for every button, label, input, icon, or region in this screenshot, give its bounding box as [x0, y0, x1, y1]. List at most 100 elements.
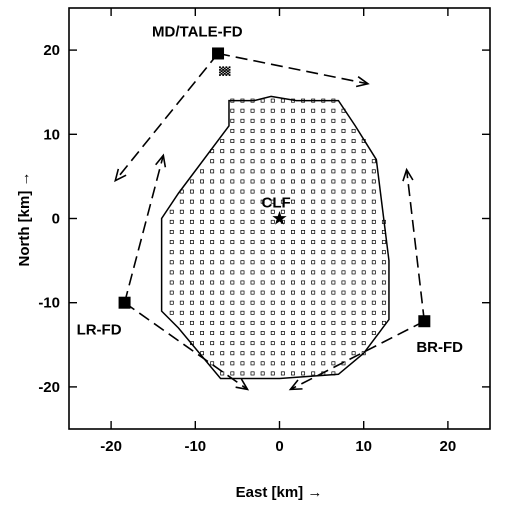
surface-detector — [280, 331, 285, 335]
surface-detector — [331, 290, 336, 295]
surface-detector — [169, 290, 174, 295]
surface-detector — [230, 300, 235, 305]
infill-detector — [223, 72, 226, 75]
surface-detector — [351, 128, 356, 133]
detector-grid — [169, 98, 386, 376]
surface-detector — [250, 230, 255, 234]
surface-detector — [341, 199, 346, 204]
surface-detector — [270, 219, 275, 224]
surface-detector — [230, 189, 235, 194]
lr-fd-marker — [118, 296, 131, 309]
fov-arrow — [288, 320, 425, 391]
surface-detector — [210, 159, 215, 164]
surface-detector — [230, 139, 235, 143]
surface-detector — [260, 159, 265, 164]
surface-detector — [291, 310, 295, 315]
surface-detector — [361, 351, 366, 356]
surface-detector — [321, 128, 326, 133]
surface-detector — [311, 149, 316, 154]
fov-arrow — [124, 302, 250, 391]
surface-detector — [331, 108, 336, 113]
surface-detector — [179, 230, 184, 234]
surface-detector — [301, 199, 306, 204]
surface-detector — [341, 310, 346, 315]
surface-detector — [189, 230, 194, 234]
surface-detector — [250, 260, 255, 265]
surface-detector — [230, 270, 235, 275]
surface-detector — [280, 270, 285, 275]
surface-detector — [260, 230, 265, 234]
surface-detector — [331, 280, 336, 285]
surface-detector — [250, 128, 255, 133]
md-tale-fd-marker — [212, 47, 225, 60]
surface-detector — [260, 128, 265, 133]
surface-detector — [260, 139, 265, 143]
surface-detector — [371, 189, 376, 194]
surface-detector — [220, 250, 225, 255]
surface-detector — [311, 320, 316, 325]
surface-detector — [361, 280, 366, 285]
surface-detector — [220, 240, 225, 245]
surface-detector — [321, 250, 326, 255]
surface-detector — [280, 250, 285, 255]
surface-detector — [331, 179, 336, 184]
infill-detector — [219, 71, 221, 74]
surface-detector — [240, 128, 245, 133]
surface-detector — [220, 260, 225, 265]
surface-detector — [179, 300, 184, 305]
surface-detector — [230, 230, 235, 234]
surface-detector — [210, 169, 215, 174]
surface-detector — [169, 209, 174, 214]
surface-detector — [361, 169, 366, 174]
surface-detector — [311, 310, 316, 315]
surface-detector — [270, 331, 275, 335]
surface-detector — [371, 331, 376, 335]
surface-detector — [361, 240, 366, 245]
surface-detector — [341, 118, 346, 123]
surface-detector — [260, 169, 265, 174]
surface-detector — [321, 219, 326, 224]
array-boundary — [160, 95, 390, 380]
surface-detector — [250, 331, 255, 335]
surface-detector — [291, 230, 295, 234]
surface-detector — [291, 118, 295, 123]
surface-detector — [311, 128, 316, 133]
surface-detector — [311, 108, 316, 113]
surface-detector — [361, 209, 366, 214]
surface-detector — [200, 310, 204, 315]
surface-detector — [321, 149, 326, 154]
surface-detector — [371, 230, 376, 234]
surface-detector — [250, 199, 255, 204]
surface-detector — [280, 98, 285, 103]
surface-detector — [270, 199, 275, 204]
surface-detector — [371, 159, 376, 164]
surface-detector — [371, 169, 376, 174]
surface-detector — [331, 341, 336, 346]
surface-detector — [240, 270, 245, 275]
surface-detector — [280, 341, 285, 346]
surface-detector — [381, 310, 386, 315]
x-tick-label: 10 — [355, 438, 372, 455]
surface-detector — [230, 260, 235, 265]
surface-detector — [250, 169, 255, 174]
surface-detector — [260, 320, 265, 325]
surface-detector — [179, 320, 184, 325]
surface-detector — [270, 98, 275, 103]
surface-detector — [301, 118, 306, 123]
x-tick-label: 0 — [275, 438, 283, 455]
surface-detector — [210, 179, 215, 184]
surface-detector — [210, 230, 215, 234]
surface-detector — [210, 300, 215, 305]
surface-detector — [280, 300, 285, 305]
surface-detector — [321, 179, 326, 184]
surface-detector — [301, 139, 306, 143]
surface-detector — [250, 270, 255, 275]
surface-detector — [220, 270, 225, 275]
surface-detector — [280, 290, 285, 295]
surface-detector — [381, 290, 386, 295]
surface-detector — [311, 209, 316, 214]
surface-detector — [210, 270, 215, 275]
surface-detector — [230, 209, 235, 214]
surface-detector — [371, 320, 376, 325]
